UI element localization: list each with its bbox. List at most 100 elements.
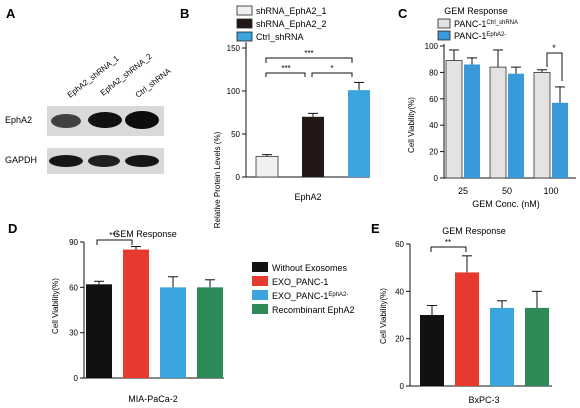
panel-letter-e: E bbox=[371, 221, 380, 236]
sig-label-b-1: *** bbox=[304, 49, 313, 58]
bar-d-without-exosomes bbox=[86, 284, 112, 378]
bar-e-without-exosomes bbox=[420, 315, 444, 386]
epha2-bands bbox=[51, 111, 159, 129]
x-tick-label-c-100: 100 bbox=[543, 186, 558, 196]
y-tick-label-e-3: 60 bbox=[395, 240, 404, 249]
sig-bracket-c-1 bbox=[546, 52, 563, 81]
legend-c: PANC-1Ctrl_shRNA PANC-1EphA2- bbox=[437, 18, 518, 41]
bar-e-exo-panc-1-epha2 bbox=[490, 307, 514, 386]
x-axis-label-c: GEM Conc. (nM) bbox=[472, 199, 540, 209]
y-ticks-e: 0 20 40 60 bbox=[395, 240, 410, 391]
bar-c-panc-1-epha2-50 bbox=[508, 73, 524, 178]
y-tick-label-e-2: 40 bbox=[395, 287, 404, 296]
significance-c: * bbox=[546, 43, 563, 81]
y-tick-label-c-1: 20 bbox=[429, 148, 438, 157]
sig-bracket-e-1 bbox=[430, 246, 467, 252]
sig-label-e-1: ** bbox=[445, 238, 451, 247]
y-tick-label-d-2: 60 bbox=[69, 283, 78, 292]
legend-swatch-exo-panc1-epha2 bbox=[252, 290, 268, 300]
bar-c-panc-1-ctrl-shrna-50 bbox=[489, 66, 507, 179]
y-tick-label-b-3: 150 bbox=[227, 44, 241, 53]
x-tick-label-c-25: 25 bbox=[458, 186, 468, 196]
legend-label-panc-ctrl: PANC-1Ctrl_shRNA bbox=[454, 19, 518, 29]
bar-b-ctrl-shrna bbox=[348, 90, 370, 177]
bars-d bbox=[86, 246, 223, 378]
y-axis-label-e: Cell Viability(%) bbox=[379, 288, 388, 344]
chart-title-c: GEM Response bbox=[444, 6, 508, 16]
sig-bracket-b-2 bbox=[265, 72, 306, 77]
panel-d: D GEM Response Cell Viability(%) 0 30 60 90… bbox=[8, 221, 224, 404]
y-ticks-c: 0 20 40 60 80 100 bbox=[425, 42, 444, 183]
bar-e-exo-panc-1 bbox=[455, 272, 479, 386]
legend-swatch-shrna-2 bbox=[236, 18, 253, 29]
lane-label-3: Ctrl_shRNA bbox=[134, 66, 173, 100]
significance-e: ** bbox=[430, 238, 467, 252]
y-tick-label-b-1: 50 bbox=[231, 130, 240, 139]
sig-label-d-1: *** bbox=[109, 231, 118, 240]
gapdh-band-1 bbox=[49, 155, 83, 167]
legend-label-exo-panc1-epha2: EXO_PANC-1EphA2- bbox=[272, 291, 348, 301]
x-axis-label-d: MIA-PaCa-2 bbox=[128, 394, 178, 404]
panel-letter-d: D bbox=[8, 221, 17, 236]
bar-b-shrna-epha2-1 bbox=[255, 155, 279, 178]
lane-label-1: EphA2_shRNA_1 bbox=[66, 54, 121, 100]
y-tick-label-c-2: 40 bbox=[429, 121, 438, 130]
panel-c: C GEM Response PANC-1Ctrl_shRNA PANC-1Ep… bbox=[398, 6, 576, 209]
panel-letter-a: A bbox=[6, 6, 16, 21]
bar-c-panc-1-ctrl-shrna-25 bbox=[445, 60, 463, 179]
legend-label-exo-panc1: EXO_PANC-1 bbox=[272, 277, 328, 287]
legend-label-shrna-2: shRNA_EphA2_2 bbox=[256, 19, 327, 29]
sig-label-b-2: *** bbox=[281, 64, 290, 73]
y-tick-label-e-0: 0 bbox=[400, 382, 405, 391]
y-axis-label-b: Relative Protein Levels (%) bbox=[213, 131, 222, 228]
panel-letter-c: C bbox=[398, 6, 408, 21]
bar-b-shrna-epha2-2 bbox=[302, 116, 324, 177]
bar-d-exo-panc-1-epha2 bbox=[160, 287, 186, 378]
legend-swatch-panc-epha2 bbox=[437, 30, 451, 41]
sig-label-b-3: * bbox=[330, 64, 333, 73]
y-tick-label-d-0: 0 bbox=[74, 374, 79, 383]
bar-c-panc-1-epha2-100 bbox=[552, 102, 568, 178]
legend-swatch-shrna-1 bbox=[236, 5, 253, 16]
y-axis-label-c: Cell Viability(%) bbox=[407, 97, 416, 153]
bars-b bbox=[255, 81, 370, 178]
bar-e-recombinant-epha2 bbox=[525, 307, 549, 386]
gapdh-bands bbox=[49, 155, 159, 167]
y-tick-label-b-0: 0 bbox=[236, 173, 241, 182]
legend-swatch-exo-panc1 bbox=[252, 276, 268, 286]
epha2-band-3 bbox=[125, 111, 159, 129]
y-tick-label-c-3: 60 bbox=[429, 95, 438, 104]
legend-label-panc-epha2: PANC-1EphA2- bbox=[454, 31, 506, 41]
x-axis-label-b: EphA2 bbox=[294, 192, 321, 202]
y-tick-label-e-1: 20 bbox=[395, 335, 404, 344]
y-tick-label-c-4: 80 bbox=[429, 68, 438, 77]
panel-letter-b: B bbox=[180, 6, 189, 21]
epha2-band-2 bbox=[88, 112, 122, 128]
y-tick-label-c-5: 100 bbox=[425, 42, 439, 51]
legend-label-without-exosomes: Without Exosomes bbox=[272, 263, 348, 273]
sig-bracket-d-1 bbox=[96, 239, 133, 245]
shared-legend: Without Exosomes EXO_PANC-1 EXO_PANC-1Ep… bbox=[252, 262, 355, 315]
legend-label-ctrl: Ctrl_shRNA bbox=[256, 32, 304, 42]
y-ticks-b: 0 50 100 150 bbox=[227, 44, 246, 182]
y-tick-label-d-1: 30 bbox=[69, 329, 78, 338]
bars-e bbox=[420, 255, 549, 386]
epha2-band-1 bbox=[51, 114, 81, 128]
legend-b: shRNA_EphA2_1 shRNA_EphA2_2 Ctrl_shRNA bbox=[236, 5, 327, 42]
gapdh-band-3 bbox=[125, 155, 159, 167]
sig-label-c-1: * bbox=[552, 43, 556, 53]
y-tick-label-d-3: 90 bbox=[69, 238, 78, 247]
legend-label-recombinant: Recombinant EphA2 bbox=[272, 305, 355, 315]
legend-swatch-panc-ctrl bbox=[437, 18, 451, 29]
lane-labels: EphA2_shRNA_1 EphA2_shRNA_2 Ctrl_shRNA bbox=[66, 52, 173, 100]
legend-label-shrna-1: shRNA_EphA2_1 bbox=[256, 6, 327, 16]
gapdh-band-2 bbox=[88, 155, 120, 167]
x-ticks-c: 25 50 100 bbox=[458, 186, 559, 196]
legend-swatch-without-exosomes bbox=[252, 262, 268, 272]
bar-d-exo-panc-1 bbox=[123, 249, 149, 378]
y-axis-label-d: Cell Viability(%) bbox=[51, 278, 60, 334]
sig-bracket-b-3 bbox=[311, 72, 353, 77]
y-tick-label-c-0: 0 bbox=[434, 174, 439, 183]
significance-b: *** *** * bbox=[265, 49, 353, 77]
